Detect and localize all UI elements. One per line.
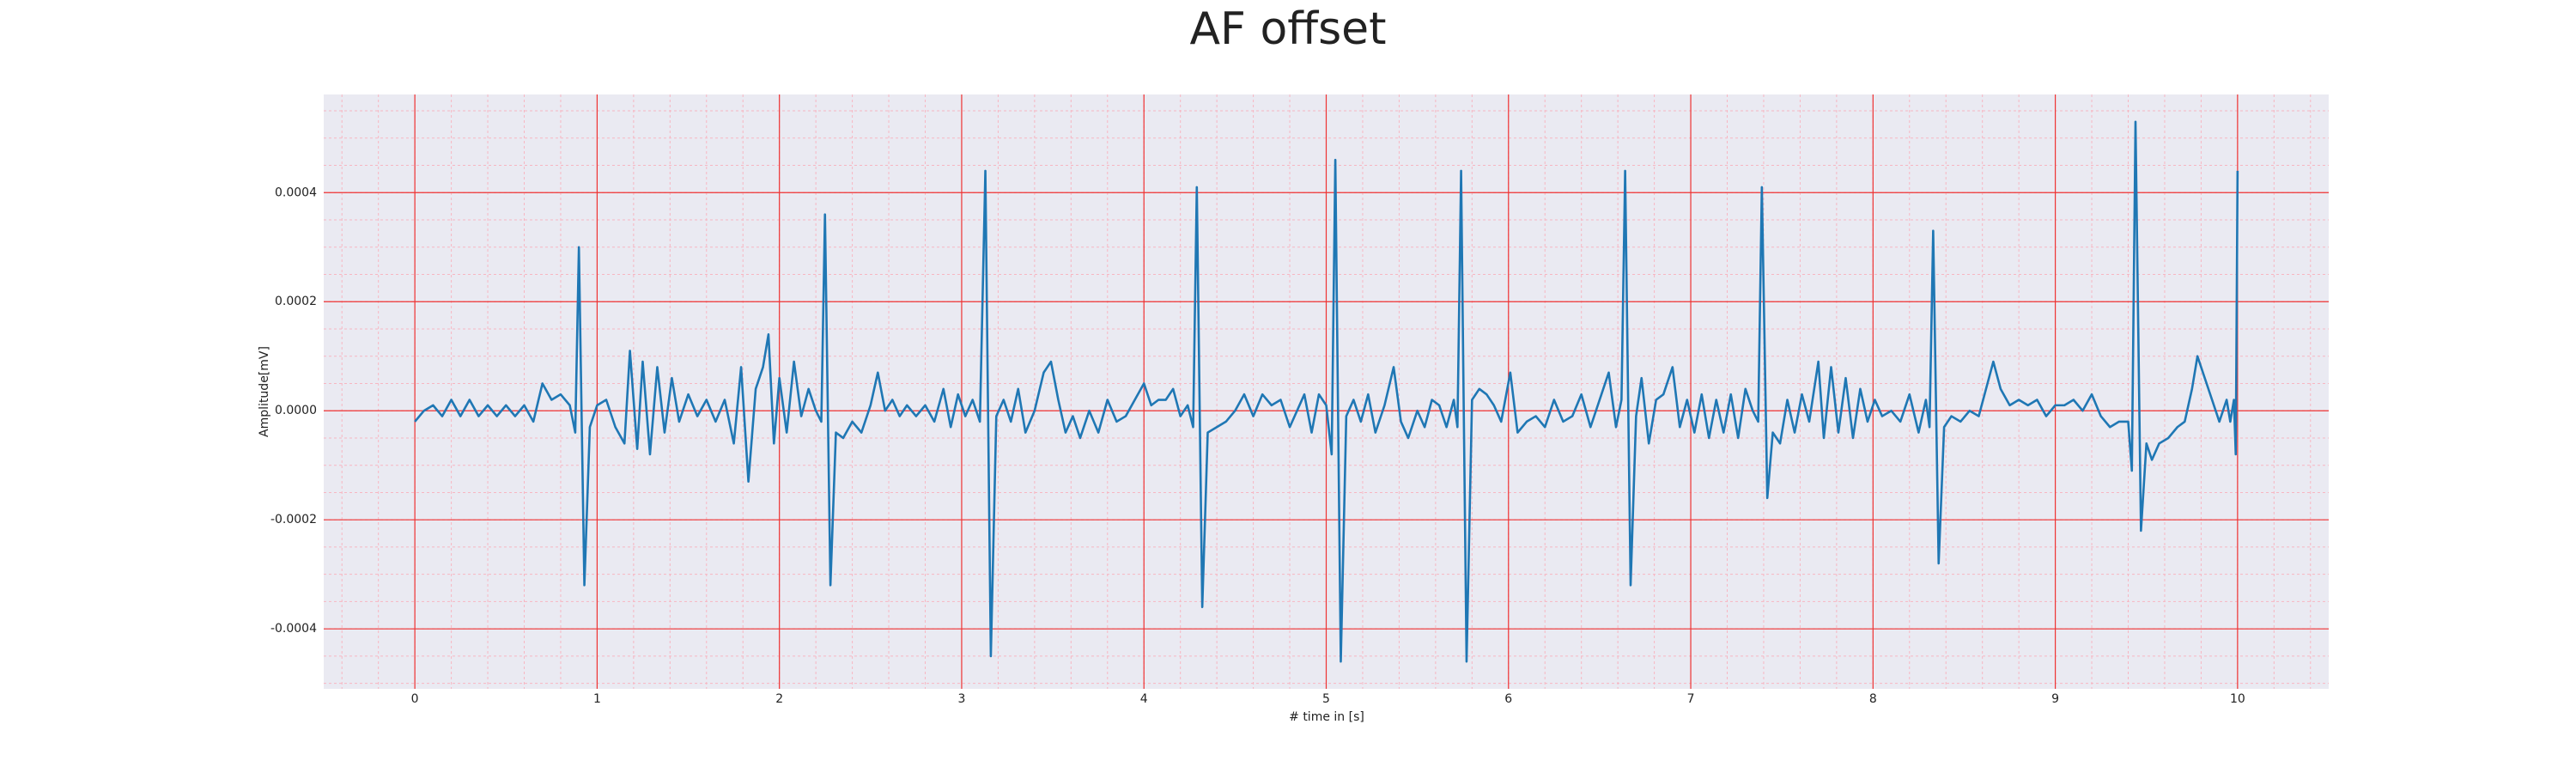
data-line — [414, 120, 2239, 663]
y-axis-label: Amplitude[mV] — [258, 346, 271, 437]
x-tick-label: 5 — [1322, 692, 1330, 706]
x-tick-label: 7 — [1687, 692, 1695, 706]
x-tick-label: 3 — [957, 692, 965, 706]
y-tick-label: 0.0000 — [275, 404, 317, 417]
y-tick-label: -0.0002 — [270, 513, 317, 526]
x-tick-label: 2 — [775, 692, 783, 706]
x-tick-label: 0 — [411, 692, 419, 706]
x-tick-label: 6 — [1504, 692, 1512, 706]
y-tick-label: -0.0004 — [270, 622, 317, 636]
x-tick-label: 1 — [593, 692, 601, 706]
x-tick-label: 10 — [2230, 692, 2245, 706]
y-tick-label: 0.0002 — [275, 295, 317, 308]
chart-title: AF offset — [1189, 3, 1386, 55]
y-tick-label: 0.0004 — [275, 186, 317, 199]
x-axis-label: # time in [s] — [1289, 710, 1364, 724]
x-tick-label: 8 — [1869, 692, 1877, 706]
x-tick-label: 9 — [2051, 692, 2059, 706]
x-tick-label: 4 — [1140, 692, 1148, 706]
